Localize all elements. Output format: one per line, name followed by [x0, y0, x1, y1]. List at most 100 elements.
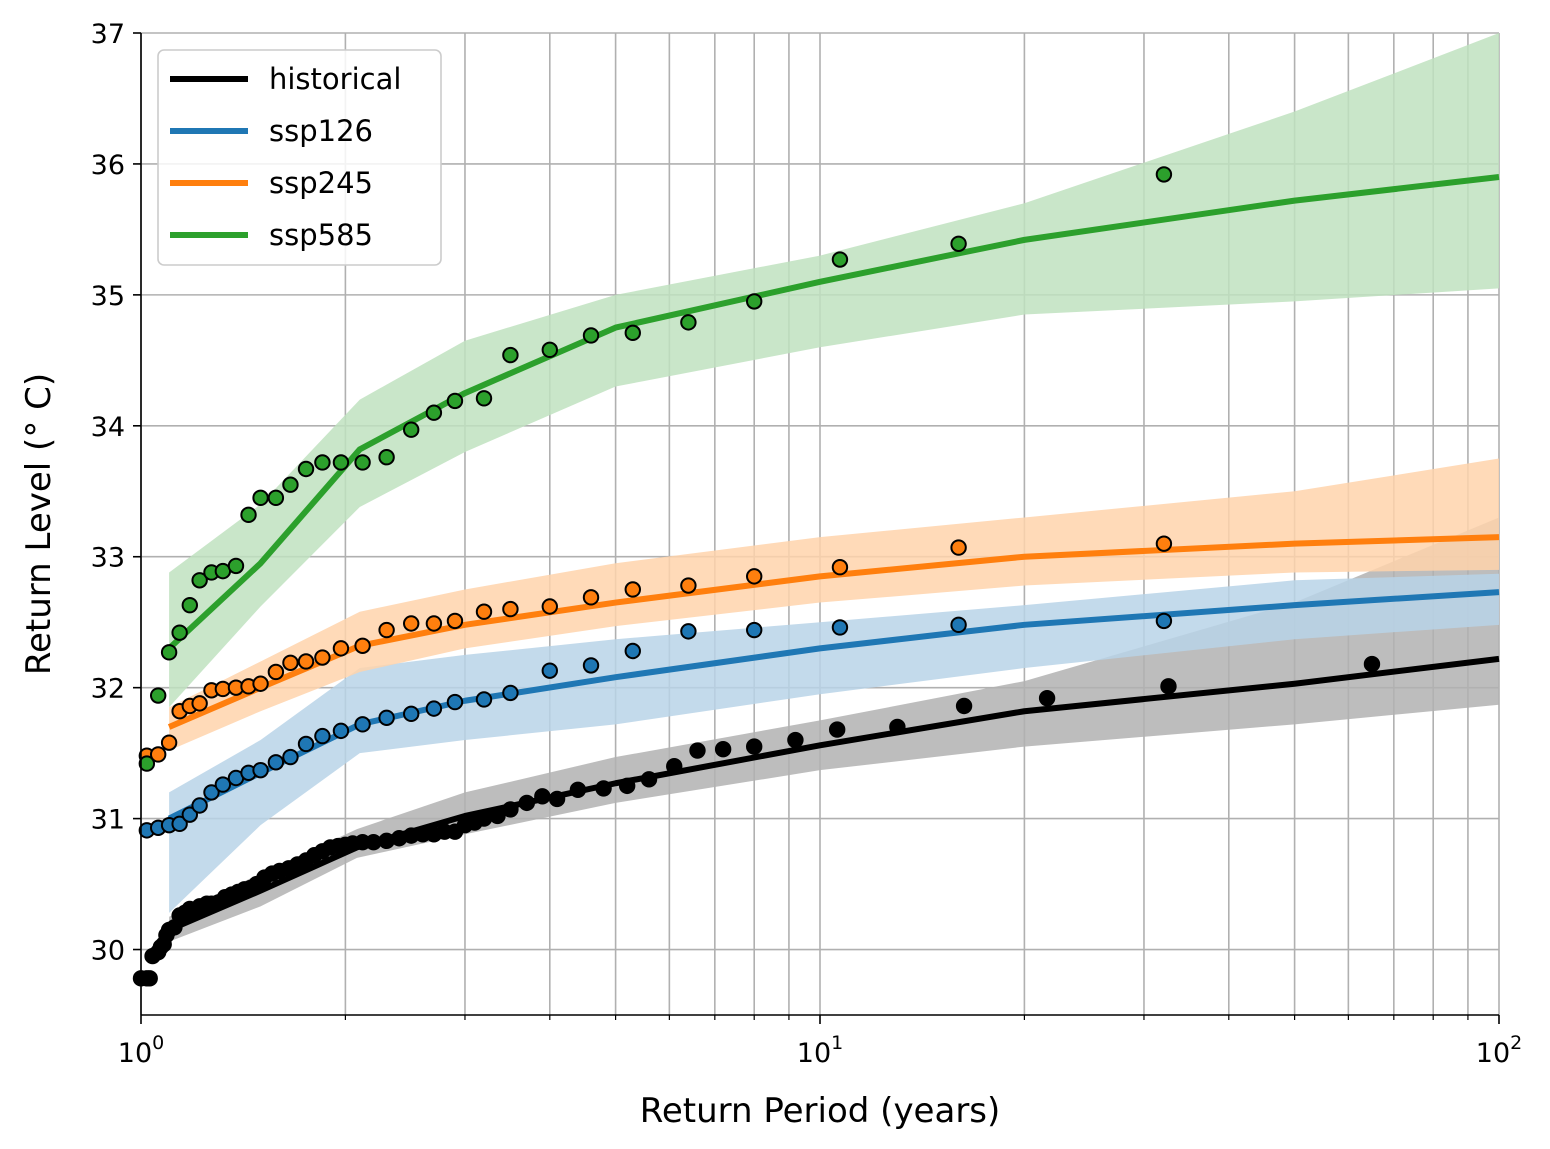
ssp245-data-point — [149, 746, 167, 763]
ssp126-data-point — [191, 797, 208, 814]
axes: 30 31 32 33 34 35 36 37 100 101 102 — [91, 19, 1523, 1069]
ssp245-data-point — [745, 568, 763, 585]
ssp585-data-point — [475, 390, 493, 407]
ssp126-data-point — [214, 776, 232, 793]
historical-data-point — [141, 970, 158, 987]
ssp126-data-point — [950, 616, 967, 634]
ssp585-data-point — [240, 506, 257, 524]
ssp126-data-point — [181, 806, 199, 823]
historical-data-point — [828, 721, 846, 738]
ssp585-data-point — [354, 454, 371, 471]
ssp585-data-point — [745, 293, 763, 310]
ssp245-data-point — [475, 603, 493, 620]
historical-data-point — [1038, 689, 1056, 707]
x-tick-label: 100 — [118, 1032, 164, 1069]
ssp585-data-point — [171, 624, 188, 641]
ssp585-data-point — [582, 327, 600, 344]
ssp585-data-point — [831, 251, 849, 268]
ssp585-data-point — [191, 572, 208, 589]
ssp126-confidence-band — [169, 573, 1500, 913]
historical-data-point — [787, 731, 804, 749]
historical-data-point — [714, 741, 732, 758]
historical-data-point — [475, 810, 493, 827]
data-points — [132, 166, 1381, 987]
ssp126-data-point — [282, 748, 299, 766]
ssp126-data-point — [378, 709, 395, 726]
ssp585-data-point — [227, 557, 245, 575]
y-axis-title: Return Level (° C) — [19, 373, 59, 675]
ssp585-data-point — [425, 404, 443, 421]
legend-box — [157, 49, 442, 266]
ssp245-data-point — [378, 621, 395, 639]
ssp126-data-point — [1155, 612, 1173, 630]
ssp245-data-point — [282, 654, 299, 671]
ssp245-confidence-band — [169, 458, 1500, 751]
y-tick-label: 33 — [91, 543, 125, 574]
ssp126-data-point — [582, 657, 600, 674]
historical-data-point — [534, 788, 551, 805]
ssp245-data-point — [950, 539, 967, 556]
ssp245-data-point — [314, 649, 331, 666]
ssp585-data-point — [624, 324, 641, 342]
x-axis-title: Return Period (years) — [640, 1091, 1001, 1131]
ssp245-data-point — [624, 581, 641, 598]
historical-data-point — [689, 742, 706, 759]
ssp585-data-point — [541, 341, 558, 359]
historical-data-point — [518, 794, 536, 812]
legend-label-ssp126: ssp126 — [269, 114, 373, 148]
ssp245-data-point — [191, 695, 208, 712]
ssp245-data-point — [354, 637, 371, 654]
legend-label-ssp585: ssp585 — [269, 218, 373, 252]
historical-fit-line — [167, 655, 1500, 933]
ssp245-data-point — [267, 663, 285, 681]
x-tick-label: 101 — [797, 1032, 843, 1069]
ssp245-data-point — [160, 734, 178, 751]
ssp126-data-point — [624, 642, 641, 660]
historical-data-point — [548, 790, 566, 808]
ssp245-data-point — [502, 600, 519, 618]
ssp585-data-point — [950, 235, 967, 253]
ssp126-data-point — [475, 691, 493, 708]
ssp126-data-point — [425, 700, 443, 717]
ssp245-fit-line — [167, 534, 1500, 730]
ssp126-data-point — [502, 684, 519, 702]
ssp585-data-point — [502, 346, 519, 364]
historical-data-point — [1160, 678, 1177, 695]
ssp585-data-point — [282, 476, 299, 493]
ssp245-data-point — [252, 675, 269, 692]
ssp245-data-point — [680, 577, 697, 594]
historical-data-point — [955, 697, 973, 715]
ssp245-data-point — [1155, 535, 1173, 552]
y-tick-label: 36 — [91, 150, 125, 181]
ssp245-data-point — [297, 653, 315, 670]
ssp126-data-point — [297, 735, 315, 753]
historical-data-point — [502, 801, 519, 818]
ssp585-data-point — [252, 489, 269, 507]
ssp585-data-point — [403, 421, 420, 438]
historical-data-point — [1363, 655, 1381, 673]
y-tick-label: 34 — [91, 412, 125, 443]
ssp126-data-point — [745, 621, 763, 639]
legend-label-historical: historical — [269, 62, 401, 96]
ssp126-data-point — [831, 619, 849, 636]
historical-data-point — [666, 758, 683, 775]
ssp585-data-point — [1155, 166, 1173, 183]
ssp245-data-point — [582, 589, 600, 606]
ssp585-data-point — [181, 596, 199, 614]
historical-data-point — [745, 738, 763, 755]
ssp245-data-point — [425, 615, 443, 632]
ssp585-data-point — [314, 454, 331, 471]
ssp126-data-point — [203, 784, 220, 801]
y-tick-label: 35 — [91, 281, 125, 312]
ssp585-data-point — [680, 314, 697, 331]
ssp585-data-point — [138, 755, 156, 772]
historical-data-point — [569, 781, 587, 798]
x-tick-label: 102 — [1476, 1032, 1522, 1069]
ssp585-data-point — [149, 687, 167, 704]
ssp126-data-point — [354, 716, 371, 733]
ssp585-data-point — [378, 449, 395, 466]
ssp245-data-point — [446, 612, 464, 630]
ssp585-data-point — [297, 460, 315, 478]
historical-data-point — [489, 807, 506, 825]
